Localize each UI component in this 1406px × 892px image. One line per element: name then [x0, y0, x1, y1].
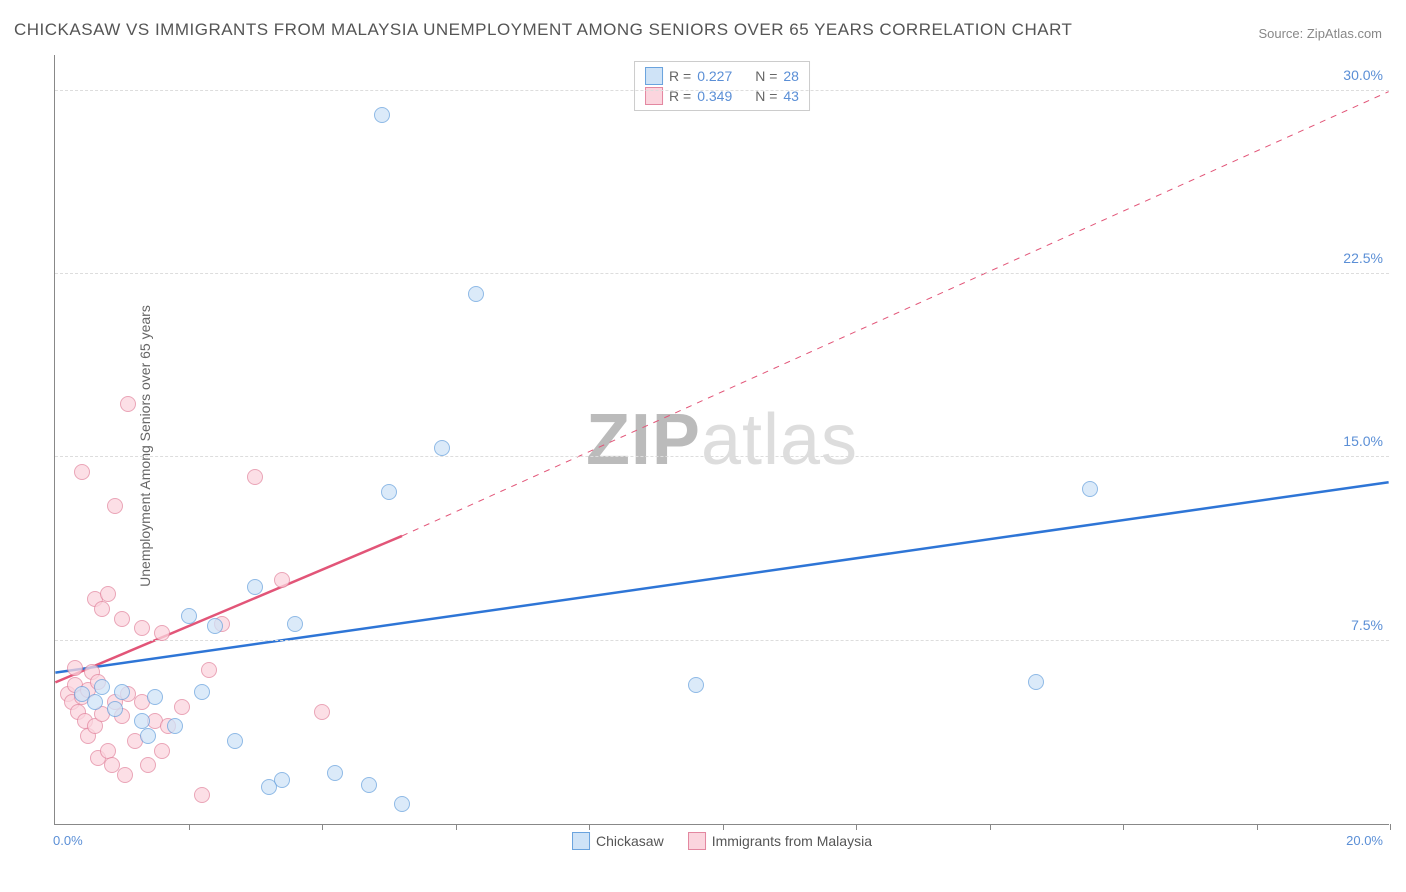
legend-item-b: Immigrants from Malaysia — [688, 832, 872, 850]
scatter-point-b — [247, 469, 263, 485]
scatter-point-b — [174, 699, 190, 715]
scatter-point-b — [107, 498, 123, 514]
watermark: ZIPatlas — [586, 399, 858, 481]
scatter-point-a — [134, 713, 150, 729]
scatter-point-a — [114, 684, 130, 700]
scatter-point-a — [87, 694, 103, 710]
x-axis-max-label: 20.0% — [1346, 833, 1383, 848]
x-tick — [456, 824, 457, 830]
scatter-point-b — [114, 611, 130, 627]
scatter-point-b — [100, 586, 116, 602]
scatter-point-b — [154, 743, 170, 759]
scatter-point-a — [181, 608, 197, 624]
x-tick — [723, 824, 724, 830]
scatter-point-a — [247, 579, 263, 595]
scatter-point-a — [1082, 481, 1098, 497]
scatter-point-a — [394, 796, 410, 812]
scatter-point-b — [314, 704, 330, 720]
watermark-atlas: atlas — [701, 400, 858, 480]
scatter-point-a — [688, 677, 704, 693]
correlation-legend: R = 0.227 N = 28 R = 0.349 N = 43 — [634, 61, 810, 111]
n-value-a: 28 — [783, 68, 799, 84]
n-label: N = — [755, 68, 777, 84]
x-tick — [990, 824, 991, 830]
series-legend: Chickasaw Immigrants from Malaysia — [572, 832, 872, 850]
scatter-point-a — [207, 618, 223, 634]
scatter-point-b — [154, 625, 170, 641]
trend-lines-layer — [55, 55, 1389, 824]
scatter-point-b — [120, 396, 136, 412]
r-value-a: 0.227 — [697, 68, 749, 84]
scatter-point-a — [140, 728, 156, 744]
r-label: R = — [669, 68, 691, 84]
scatter-point-a — [94, 679, 110, 695]
x-tick — [189, 824, 190, 830]
x-tick — [1390, 824, 1391, 830]
chart-plot-area: ZIPatlas R = 0.227 N = 28 R = 0.349 N = … — [54, 55, 1389, 825]
scatter-point-a — [468, 286, 484, 302]
y-tick-label: 15.0% — [1343, 433, 1383, 449]
trend-line — [55, 482, 1388, 672]
y-tick-label: 22.5% — [1343, 250, 1383, 266]
source-attribution: Source: ZipAtlas.com — [1258, 26, 1382, 41]
y-tick-label: 7.5% — [1351, 617, 1383, 633]
legend-item-a: Chickasaw — [572, 832, 664, 850]
scatter-point-a — [287, 616, 303, 632]
x-tick — [322, 824, 323, 830]
legend-label-b: Immigrants from Malaysia — [712, 833, 872, 849]
chart-title: CHICKASAW VS IMMIGRANTS FROM MALAYSIA UN… — [14, 20, 1072, 40]
scatter-point-a — [374, 107, 390, 123]
scatter-point-a — [1028, 674, 1044, 690]
scatter-point-b — [117, 767, 133, 783]
scatter-point-a — [381, 484, 397, 500]
scatter-point-b — [67, 660, 83, 676]
legend-swatch-b-bottom — [688, 832, 706, 850]
x-tick — [1123, 824, 1124, 830]
scatter-point-b — [74, 464, 90, 480]
legend-label-a: Chickasaw — [596, 833, 664, 849]
x-axis-origin-label: 0.0% — [53, 833, 83, 848]
gridline — [55, 640, 1389, 641]
scatter-point-a — [194, 684, 210, 700]
scatter-point-b — [94, 601, 110, 617]
legend-swatch-a — [645, 67, 663, 85]
legend-row-a: R = 0.227 N = 28 — [645, 66, 799, 86]
scatter-point-a — [361, 777, 377, 793]
scatter-point-a — [434, 440, 450, 456]
scatter-point-b — [140, 757, 156, 773]
scatter-point-a — [274, 772, 290, 788]
legend-swatch-a-bottom — [572, 832, 590, 850]
scatter-point-a — [147, 689, 163, 705]
scatter-point-b — [274, 572, 290, 588]
scatter-point-a — [107, 701, 123, 717]
scatter-point-b — [100, 743, 116, 759]
y-tick-label: 30.0% — [1343, 67, 1383, 83]
gridline — [55, 273, 1389, 274]
gridline — [55, 456, 1389, 457]
scatter-point-b — [134, 620, 150, 636]
scatter-point-a — [227, 733, 243, 749]
scatter-point-b — [194, 787, 210, 803]
gridline — [55, 90, 1389, 91]
x-tick — [856, 824, 857, 830]
watermark-zip: ZIP — [586, 400, 701, 480]
scatter-point-a — [327, 765, 343, 781]
x-tick — [1257, 824, 1258, 830]
trend-line — [402, 92, 1389, 536]
x-tick — [589, 824, 590, 830]
scatter-point-b — [201, 662, 217, 678]
scatter-point-a — [167, 718, 183, 734]
